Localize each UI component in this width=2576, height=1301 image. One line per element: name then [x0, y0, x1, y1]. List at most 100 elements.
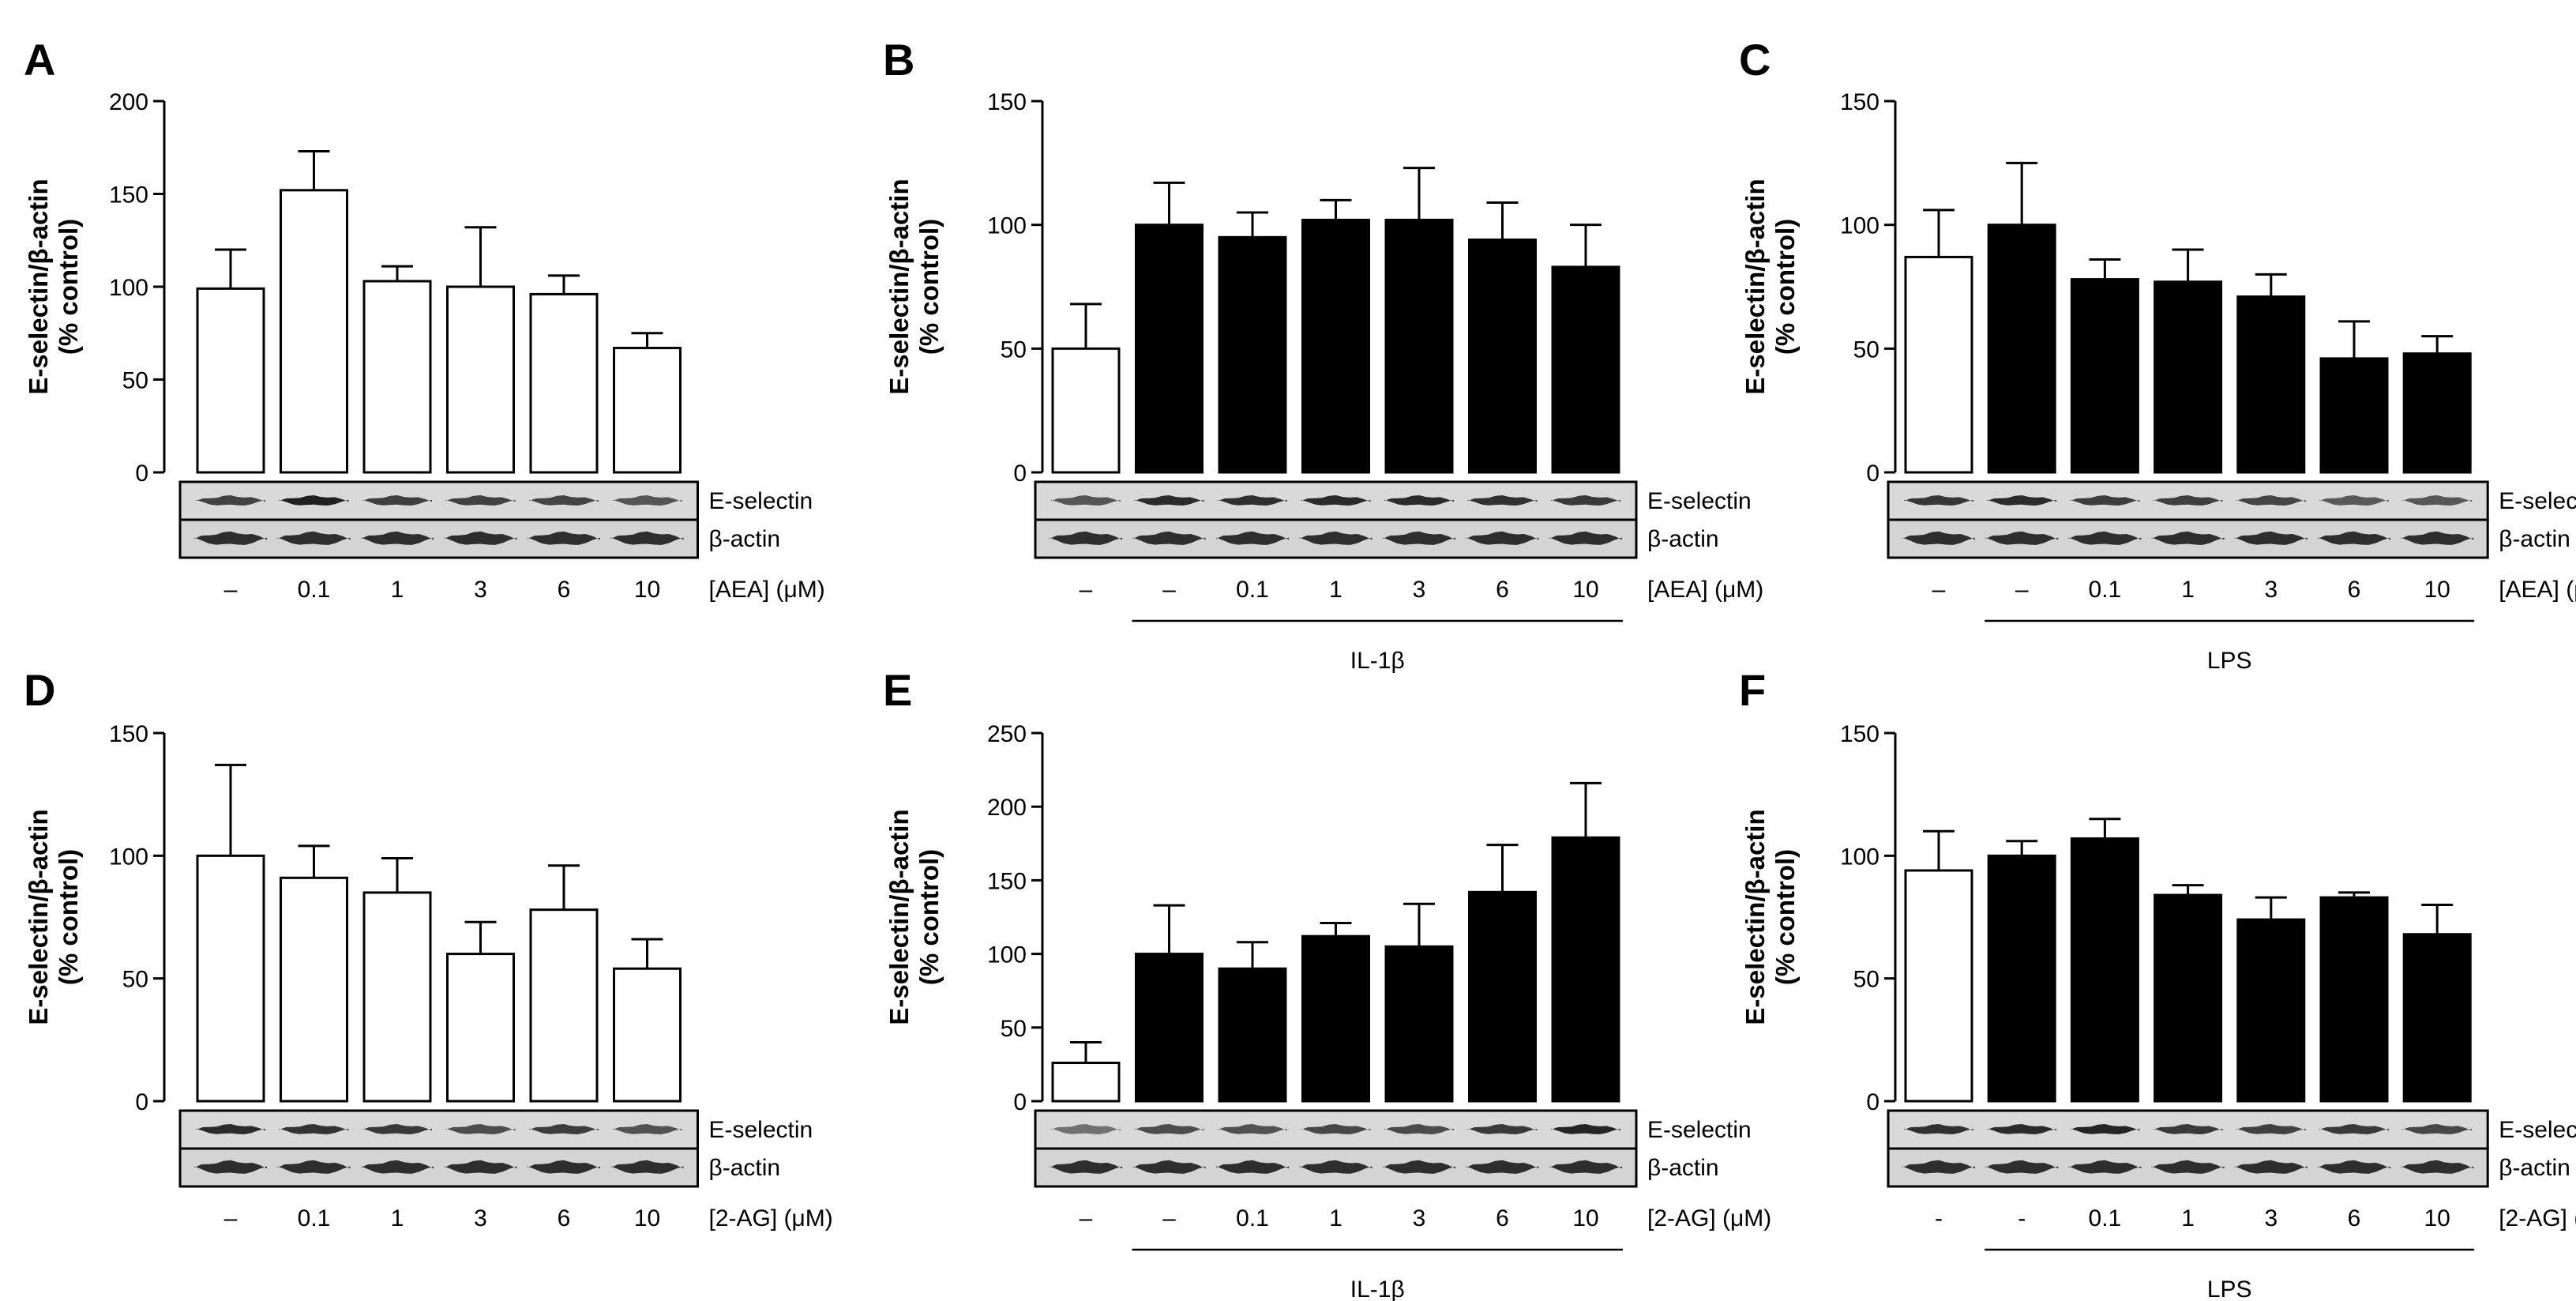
category-label: –: [1932, 577, 1946, 603]
bar: [1468, 238, 1537, 474]
bar: [2319, 896, 2389, 1103]
panel-f: F E-selectin/β-actin (% control) 0 50 100 150 E…: [1739, 665, 2576, 1301]
bar: [1987, 854, 2056, 1103]
y-tick-label: 100: [987, 213, 1027, 239]
bar: [1987, 224, 2056, 474]
western-blot: [178, 1109, 699, 1188]
blot-band-e-selectin: [2070, 495, 2140, 506]
blot-label-e-selectin: E-selectin: [709, 488, 813, 514]
bar: [2154, 280, 2223, 474]
concentration-label: [2-AG] (μM): [709, 1205, 833, 1231]
treatment-label: LPS: [2207, 648, 2252, 674]
blot-row-beta-actin: [1034, 518, 1638, 559]
blot-band-beta-actin: [2234, 1160, 2308, 1174]
bar: [2070, 278, 2139, 474]
blot-band-e-selectin: [1551, 1124, 1620, 1134]
concentration-label: [2-AG] (μM): [1647, 1205, 1771, 1231]
blot-band-beta-actin: [1985, 531, 2059, 545]
blot-band-beta-actin: [1466, 1160, 1539, 1174]
bar: [362, 891, 432, 1103]
y-tick-label: 150: [1840, 721, 1879, 747]
bar: [1904, 255, 1973, 474]
y-tick-label: 0: [1013, 461, 1027, 487]
blot-label-beta-actin: β-actin: [709, 526, 781, 552]
blot-band-beta-actin: [2068, 531, 2142, 545]
bar: [1551, 836, 1620, 1103]
blot-band-e-selectin: [1051, 1124, 1121, 1134]
category-label: –: [224, 577, 238, 603]
y-axis-label-line-1: E-selectin/β-actin: [884, 179, 914, 394]
y-axis-label: E-selectin/β-actin (% control): [1740, 809, 1800, 1025]
category-label: 10: [634, 577, 660, 603]
blot-band-e-selectin: [1904, 495, 1973, 506]
blot-band-beta-actin: [444, 531, 517, 545]
blot-band-beta-actin: [528, 1160, 600, 1174]
western-blot: [178, 480, 699, 559]
category-label: 6: [1496, 1205, 1509, 1231]
y-tick-label: 150: [987, 89, 1027, 115]
concentration-label: [AEA] (μM): [709, 577, 825, 603]
blot-band-e-selectin: [2319, 495, 2389, 506]
blot-band-beta-actin: [1050, 531, 1122, 545]
blot-band-beta-actin: [1132, 1160, 1206, 1174]
y-axis-label-line-1: E-selectin/β-actin: [24, 179, 53, 394]
y-tick-label: 50: [1853, 337, 1879, 363]
western-blot: [1034, 480, 1638, 559]
y-tick-label: 150: [1840, 89, 1879, 115]
blot-band-e-selectin: [2070, 1124, 2140, 1134]
bar: [613, 967, 682, 1103]
y-tick-label: 100: [987, 942, 1027, 968]
y-axis-label: E-selectin/β-actin (% control): [24, 179, 83, 394]
y-axis-label-line-2: (% control): [914, 219, 944, 355]
blot-band-beta-actin: [1549, 531, 1622, 545]
blot-band-beta-actin: [1383, 1160, 1455, 1174]
category-label: 1: [1329, 1205, 1342, 1231]
blot-band-e-selectin: [362, 1124, 432, 1134]
blot-band-e-selectin: [1987, 495, 2057, 506]
category-label: –: [1162, 1205, 1176, 1231]
blot-band-e-selectin: [1134, 495, 1204, 506]
blot-label-e-selectin: E-selectin: [1647, 488, 1752, 514]
y-tick-label: 50: [1001, 337, 1027, 363]
y-tick-label: 50: [1001, 1016, 1027, 1042]
category-label: –: [2015, 577, 2029, 603]
y-tick-label: 150: [987, 868, 1027, 894]
y-axis-label-line-1: E-selectin/β-actin: [24, 809, 53, 1025]
bar: [1218, 235, 1287, 474]
y-tick-label: 0: [1866, 1089, 1879, 1115]
blot-band-e-selectin: [1134, 1124, 1204, 1134]
blot-band-e-selectin: [1467, 1124, 1538, 1134]
blot-band-beta-actin: [1383, 531, 1455, 545]
category-label: 1: [2181, 1205, 2195, 1231]
blot-band-e-selectin: [279, 1124, 349, 1134]
bar: [1218, 967, 1287, 1103]
blot-label-beta-actin: β-actin: [1647, 526, 1719, 552]
blot-band-e-selectin: [2153, 1124, 2223, 1134]
blot-label-e-selectin: E-selectin: [2499, 488, 2576, 514]
y-tick-label: 150: [109, 182, 148, 209]
y-axis-label: E-selectin/β-actin (% control): [884, 809, 944, 1025]
y-axis-label-line-1: E-selectin/β-actin: [1740, 809, 1770, 1025]
bar: [1551, 265, 1620, 474]
category-label: 3: [2264, 1205, 2277, 1231]
y-tick-label: 100: [1840, 213, 1879, 239]
blot-label-e-selectin: E-selectin: [2499, 1117, 2576, 1143]
blot-band-beta-actin: [2151, 1160, 2225, 1174]
blot-band-beta-actin: [2318, 531, 2390, 545]
y-tick-label: 50: [122, 967, 148, 993]
blot-band-beta-actin: [1902, 531, 1975, 545]
y-axis-label-line-2: (% control): [1771, 219, 1800, 355]
bar: [613, 347, 682, 474]
category-label: 3: [474, 577, 487, 603]
category-label: 1: [391, 577, 404, 603]
bar: [1301, 934, 1370, 1103]
western-blot: [1034, 1109, 1638, 1188]
category-label: 3: [1413, 1205, 1426, 1231]
blot-band-e-selectin: [1904, 1124, 1973, 1134]
panel-c: C E-selectin/β-actin (% control) 0 50 100 150 E…: [1739, 35, 2576, 674]
y-axis-label: E-selectin/β-actin (% control): [24, 809, 83, 1025]
blot-band-e-selectin: [2236, 1124, 2306, 1134]
category-label: 1: [391, 1205, 404, 1231]
y-axis-label-line-2: (% control): [1771, 849, 1800, 985]
